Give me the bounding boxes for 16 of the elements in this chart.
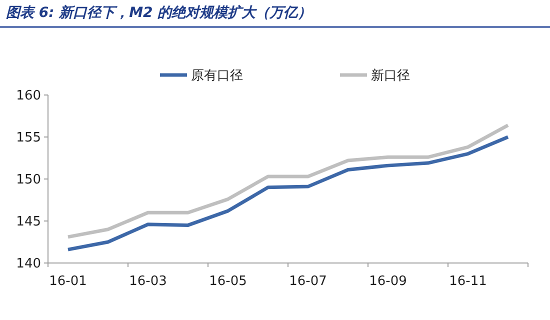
line-series (66, 135, 510, 252)
x-tick-label: 16-03 (129, 274, 167, 289)
legend-label: 新口径 (371, 68, 410, 84)
line-series (66, 123, 510, 239)
y-tick-label: 145 (16, 214, 41, 230)
y-tick-label: 150 (16, 172, 41, 188)
chart-title: 图表 6: 新口径下，M2 的绝对规模扩大（万亿） (6, 4, 312, 21)
x-tick-label: 16-01 (49, 274, 87, 289)
x-tick-label: 16-05 (209, 274, 247, 289)
y-tick-label: 140 (16, 256, 41, 272)
x-tick-label: 16-07 (289, 274, 327, 289)
y-tick-label: 160 (16, 88, 41, 104)
legend-label: 原有口径 (191, 68, 243, 84)
y-tick-label: 155 (16, 130, 41, 146)
x-tick-label: 16-09 (369, 274, 407, 289)
x-tick-label: 16-11 (449, 274, 487, 289)
